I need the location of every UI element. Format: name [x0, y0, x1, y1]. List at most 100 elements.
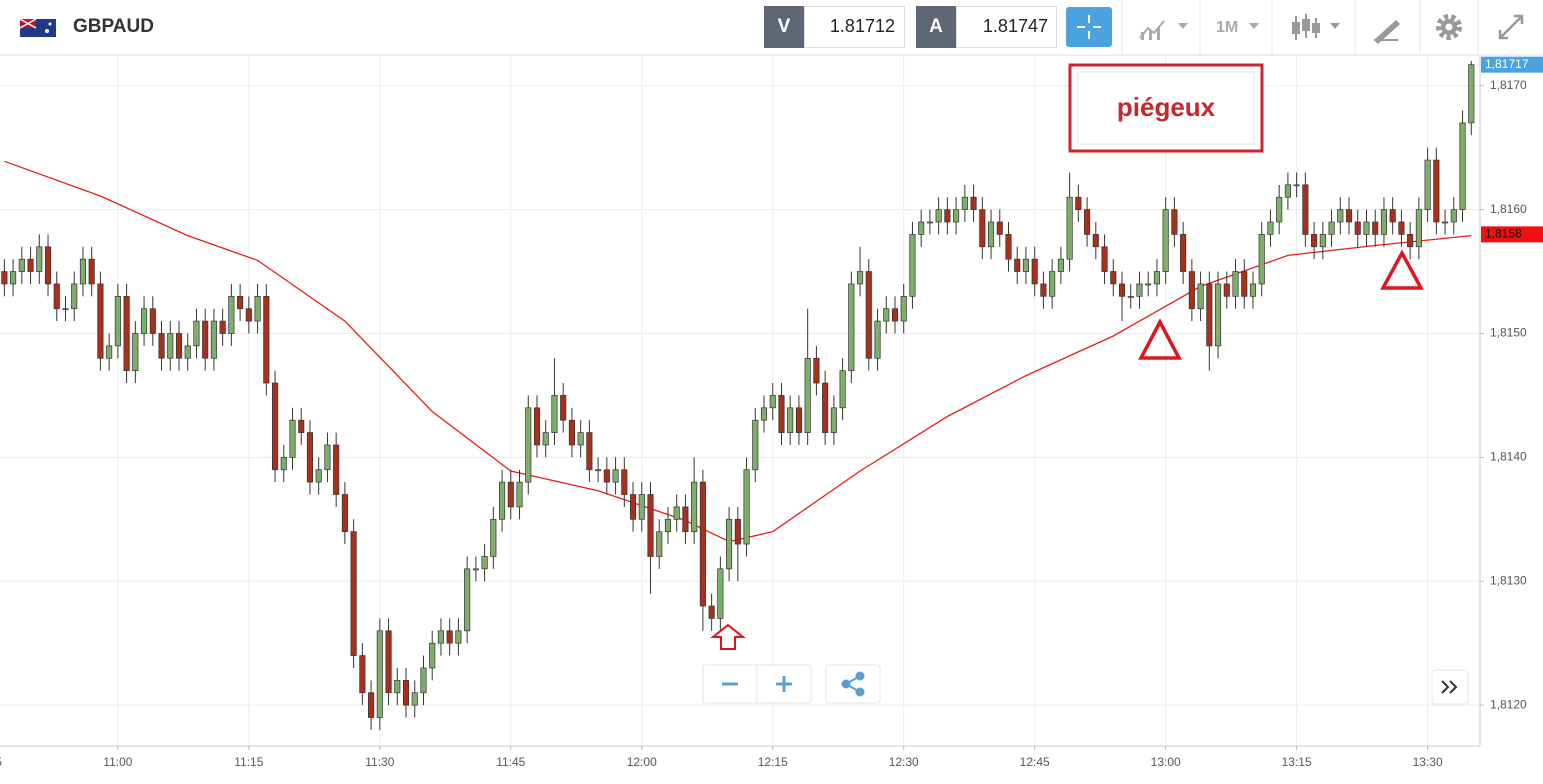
- scroll-end-button[interactable]: [1431, 669, 1469, 705]
- y-tick-label: 1,8170: [1490, 78, 1527, 92]
- candle-body: [1101, 246, 1108, 272]
- share-icon[interactable]: [841, 671, 865, 697]
- candle-body: [769, 395, 776, 409]
- candle-body: [996, 221, 1003, 235]
- candle-body: [752, 419, 759, 471]
- candle-body: [525, 407, 532, 483]
- candle-body: [219, 320, 226, 334]
- triangle-marker: [1138, 318, 1182, 360]
- candle-body: [446, 630, 453, 644]
- candle-body: [507, 481, 514, 508]
- timeframe-caret[interactable]: [1249, 23, 1259, 29]
- candle-body: [1136, 283, 1143, 297]
- candle-body: [603, 469, 610, 483]
- candle-body: [455, 630, 462, 644]
- y-tick-label: 1,8130: [1490, 573, 1527, 587]
- candle-body: [184, 345, 191, 359]
- candle-body: [237, 295, 244, 310]
- bid-button[interactable]: [764, 6, 804, 48]
- candle-body: [1311, 234, 1318, 248]
- candle-body: [1092, 234, 1099, 248]
- candle-body: [542, 432, 549, 446]
- scroll-end-icon[interactable]: [1441, 680, 1458, 694]
- candle-body: [1153, 271, 1160, 285]
- candle-body: [1415, 209, 1422, 248]
- candle-body: [324, 444, 331, 471]
- candle-body: [595, 469, 602, 472]
- candle-body: [961, 196, 968, 210]
- candle-body: [359, 655, 366, 694]
- candle-body: [97, 283, 104, 359]
- candle-body: [1354, 221, 1361, 235]
- candle-body: [1075, 196, 1082, 210]
- candle-body: [394, 679, 401, 694]
- grid: [0, 56, 1480, 746]
- zoom-in-button[interactable]: [776, 676, 792, 692]
- candle-body: [1049, 271, 1056, 297]
- ask-price: 1.81747: [983, 16, 1048, 36]
- candle-body: [516, 481, 523, 508]
- candle-body: [280, 457, 287, 471]
- ask-button[interactable]: [916, 6, 956, 48]
- candle-body: [271, 382, 279, 471]
- candle-body: [402, 679, 410, 706]
- candle-body: [822, 382, 829, 433]
- candle-body: [691, 481, 698, 533]
- candle-body: [1345, 209, 1353, 223]
- ask-box: [956, 6, 1057, 48]
- x-tick-label: 11:30: [365, 755, 394, 769]
- candle-body: [254, 295, 261, 322]
- candle-body: [1319, 234, 1326, 248]
- candle-body: [568, 419, 575, 446]
- candle-body: [71, 283, 78, 310]
- candle-body: [1258, 234, 1265, 285]
- candle-body: [245, 308, 252, 322]
- candle-body: [315, 469, 322, 483]
- candle-body: [1110, 271, 1117, 285]
- timeframe[interactable]: 1M: [1216, 19, 1238, 36]
- candle-body: [88, 258, 95, 285]
- annotation: piégeux: [1068, 63, 1264, 153]
- candles: [1, 60, 1475, 730]
- candle-body: [560, 395, 567, 421]
- candle-body: [577, 432, 584, 446]
- candle-body: [499, 481, 506, 520]
- candle-body: [368, 692, 375, 718]
- settings-button[interactable]: [1436, 14, 1462, 40]
- candle-body: [141, 308, 148, 334]
- candle-body: [481, 556, 488, 570]
- candle-body: [437, 630, 445, 644]
- candle-body: [1249, 283, 1257, 297]
- candle-body: [385, 630, 392, 694]
- candle-body: [1127, 295, 1134, 298]
- candle-body: [429, 642, 436, 669]
- candle-body: [874, 320, 881, 359]
- candle-body: [175, 333, 183, 359]
- x-tick-label: 11:15: [234, 755, 263, 769]
- candle-body: [1459, 122, 1466, 210]
- fullscreen-button[interactable]: [1498, 14, 1524, 40]
- annotation-inner: [1077, 71, 1255, 145]
- candle-body: [132, 333, 139, 371]
- ask-label[interactable]: A: [929, 16, 943, 37]
- bid-label[interactable]: V: [778, 16, 791, 37]
- candle-body: [123, 295, 130, 371]
- candle-body: [306, 432, 314, 483]
- candle-body: [1241, 271, 1248, 297]
- candle-body: [1, 271, 8, 285]
- candle-body: [1031, 258, 1038, 285]
- candle-body: [1084, 209, 1091, 235]
- candle-body: [1162, 209, 1169, 272]
- candle-type-button[interactable]: [1292, 14, 1340, 40]
- drawing-button[interactable]: [1374, 20, 1400, 44]
- candle-body: [1276, 196, 1283, 223]
- chart-type-button[interactable]: [1139, 20, 1188, 40]
- y-tick-label: 1,8140: [1490, 450, 1527, 464]
- candle-body: [1232, 271, 1239, 297]
- crosshair-button[interactable]: [1066, 7, 1112, 47]
- candle-body: [202, 320, 209, 359]
- candle-body: [830, 407, 837, 433]
- ma-price-label: 1,8158: [1485, 227, 1522, 241]
- candle-body: [813, 357, 820, 384]
- share-button[interactable]: [825, 664, 881, 704]
